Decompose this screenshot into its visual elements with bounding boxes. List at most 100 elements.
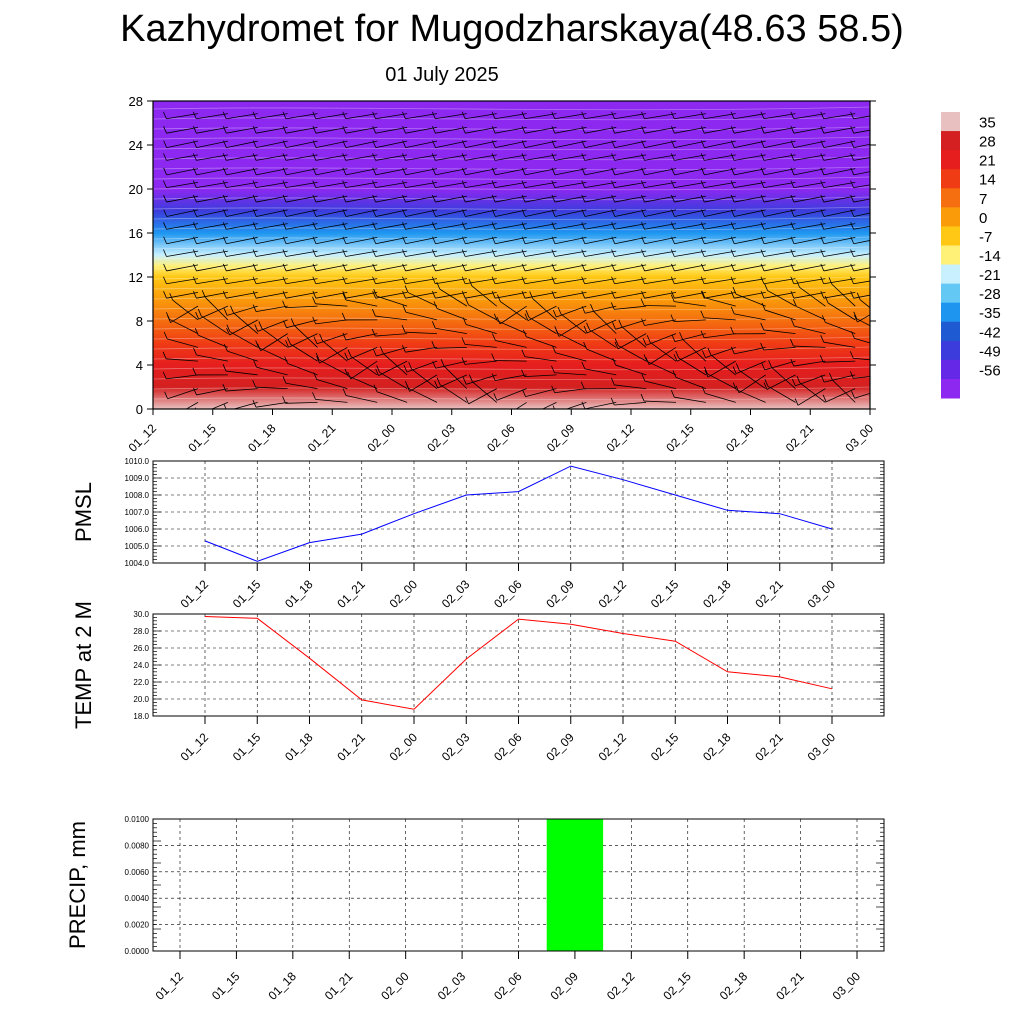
wind-barb-feather	[581, 126, 586, 134]
wind-barb-shaft	[884, 224, 915, 230]
wind-barb-feather	[881, 264, 884, 271]
wind-barb-feather	[252, 180, 257, 188]
wind-barb-shaft	[614, 209, 647, 217]
wind-barb-feather	[492, 333, 496, 341]
wind-barb-shaft	[823, 223, 856, 230]
wind-barb-feather	[670, 314, 675, 322]
wind-barb-shaft	[350, 360, 378, 380]
wind-barb-feather	[163, 263, 167, 272]
wind-barb-shaft	[345, 299, 378, 307]
wind-barb-shaft	[166, 127, 199, 134]
wind-barb-feather	[282, 249, 287, 257]
wind-barb-shaft	[793, 113, 826, 120]
wind-barb-shaft	[261, 328, 288, 348]
wind-barb-feather	[402, 276, 406, 284]
wind-barb-shaft	[734, 223, 766, 230]
wind-barb-shaft	[322, 340, 348, 362]
wind-barb-feather	[375, 368, 379, 376]
wind-barb-shaft	[345, 127, 378, 134]
wind-barb-shaft	[644, 400, 677, 403]
wind-barb-feather	[671, 291, 675, 299]
wind-barb-shaft	[883, 279, 915, 284]
wind-barb-feather	[521, 126, 526, 134]
x-tick-label: 01_18	[282, 730, 316, 764]
wind-barb-shaft	[734, 250, 766, 257]
wind-barb-shaft	[674, 250, 706, 257]
colorbar-label: 14	[979, 172, 996, 189]
wind-barb-feather	[850, 276, 854, 284]
wind-barb-shaft	[524, 223, 557, 230]
x-tick-label: 01_21	[334, 730, 368, 764]
wind-barb-shaft	[288, 333, 318, 348]
wind-barb-shaft	[285, 250, 318, 257]
wind-barb-feather	[551, 180, 556, 188]
wind-barb-feather	[794, 398, 799, 406]
wind-barb-feather	[856, 292, 861, 300]
wind-barb-feather	[730, 140, 735, 148]
wind-barb-feather	[372, 111, 376, 119]
wind-barb-shaft	[793, 195, 826, 203]
wind-barb-feather	[640, 298, 645, 306]
wind-barb-shaft	[345, 209, 378, 217]
wind-barb-feather	[461, 357, 466, 365]
wind-barb-shaft	[495, 140, 527, 149]
wind-barb-feather	[701, 209, 705, 217]
wind-barb-feather	[790, 249, 795, 257]
wind-barb-feather	[521, 263, 526, 272]
wind-barb-shaft	[884, 127, 915, 133]
wind-barb-feather	[432, 194, 436, 203]
wind-barb-feather	[491, 180, 496, 188]
wind-barb-feather	[312, 153, 317, 161]
wind-barb-shaft	[734, 347, 766, 355]
wind-barb-feather	[521, 249, 526, 257]
wind-barb-shaft	[285, 402, 318, 404]
wind-barb-feather	[552, 345, 556, 353]
wind-barb-feather	[282, 209, 287, 217]
wind-barb-feather	[372, 126, 377, 134]
wind-barb-feather	[222, 383, 227, 392]
wind-barb-shaft	[406, 360, 438, 373]
wind-barb-shaft	[465, 278, 497, 285]
wind-barb-feather	[312, 180, 317, 188]
wind-barb-feather	[192, 153, 197, 161]
wind-barb-shaft	[285, 278, 318, 285]
wind-barb-shaft	[285, 182, 318, 189]
wind-barb-shaft	[593, 310, 617, 334]
wind-barb-feather	[312, 236, 317, 244]
wind-barb-feather	[820, 263, 825, 272]
wind-barb-shaft	[764, 168, 796, 176]
wind-barb-feather	[551, 276, 556, 284]
wind-barb-shaft	[823, 182, 856, 189]
wind-barb-shaft	[465, 127, 497, 134]
wind-barb-shaft	[674, 127, 706, 134]
wind-barb-shaft	[884, 196, 915, 202]
colorbar-label: -49	[979, 343, 1001, 360]
wind-barb-feather	[282, 396, 286, 404]
wind-barb-shaft	[315, 168, 348, 176]
wind-barb-shaft	[554, 223, 587, 230]
wind-barb-feather	[312, 167, 317, 175]
wind-barb-shaft	[435, 140, 467, 149]
wind-barb-shaft	[649, 341, 677, 362]
wind-barb-feather	[641, 263, 645, 272]
wind-barb-shaft	[198, 334, 229, 348]
wind-barb-feather	[646, 335, 651, 343]
wind-barb-feather	[881, 209, 884, 216]
wind-barb-shaft	[405, 182, 438, 189]
wind-barb-shaft	[465, 264, 497, 272]
wind-barb-feather	[402, 167, 406, 175]
wind-barb-feather	[581, 222, 586, 230]
wind-barb-shaft	[853, 129, 870, 134]
wind-barb-shaft	[763, 223, 796, 230]
wind-barb-feather	[700, 126, 705, 134]
wind-barb-feather	[611, 153, 615, 161]
wind-barb-shaft	[615, 319, 647, 330]
wind-barb-shaft	[225, 370, 258, 376]
wind-barb-shaft	[226, 209, 258, 217]
wind-barb-feather	[521, 276, 526, 284]
wind-barb-feather	[193, 140, 197, 148]
wind-barb-feather	[671, 222, 675, 230]
x-tick-label: 02_15	[648, 730, 682, 764]
wind-barb-shaft	[884, 237, 915, 243]
wind-barb-feather	[252, 111, 257, 119]
